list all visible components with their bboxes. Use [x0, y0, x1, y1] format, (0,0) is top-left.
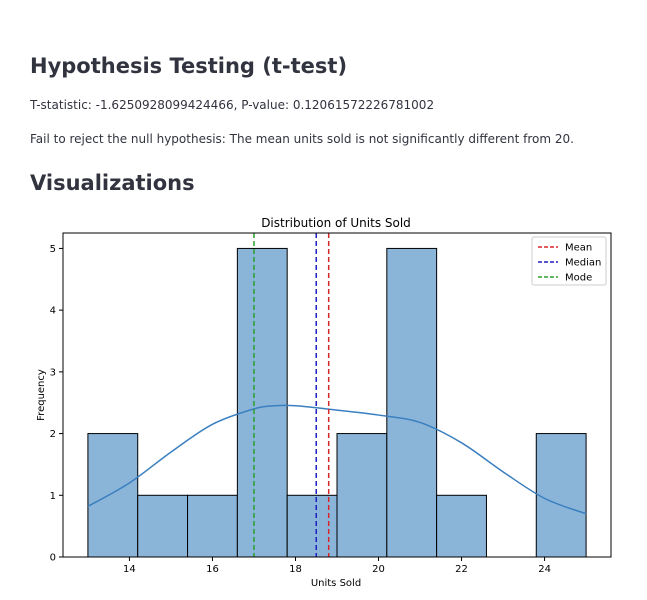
y-tick-label: 1 — [50, 491, 56, 502]
units-sold-histogram: Distribution of Units Sold 14 16 18 20 22 24 … — [36, 216, 612, 589]
histogram-bar — [187, 494, 238, 558]
histogram-bar — [436, 494, 487, 558]
y-tick-label: 3 — [50, 367, 56, 378]
legend-label-mode: Mode — [565, 273, 592, 284]
t-test-stats: T-statistic: -1.6250928099424466, P-valu… — [30, 98, 435, 112]
t-test-conclusion: Fail to reject the null hypothesis: The … — [30, 132, 574, 146]
x-tick-label: 16 — [206, 564, 219, 575]
histogram-bar — [236, 247, 288, 558]
y-tick-label: 5 — [50, 244, 56, 255]
x-axis-label: Units Sold — [311, 578, 361, 589]
visualizations-heading: Visualizations — [30, 171, 195, 195]
histogram-bar — [336, 433, 388, 558]
legend-label-median: Median — [565, 258, 601, 269]
chart-legend: Mean Median Mode — [531, 236, 607, 286]
y-tick-label: 4 — [50, 306, 56, 317]
histogram-bar — [137, 494, 189, 558]
legend-label-mean: Mean — [565, 243, 592, 254]
x-tick-label: 18 — [289, 564, 302, 575]
y-axis-label: Frequency — [36, 369, 47, 421]
x-tick-label: 20 — [372, 564, 385, 575]
x-tick-label: 14 — [123, 564, 136, 575]
y-tick-label: 0 — [50, 553, 56, 564]
chart-title: Distribution of Units Sold — [261, 216, 411, 230]
hypothesis-heading: Hypothesis Testing (t-test) — [30, 54, 348, 78]
histogram-bar — [386, 247, 438, 558]
x-tick-label: 22 — [455, 564, 468, 575]
x-tick-label: 24 — [538, 564, 551, 575]
legend-box — [531, 236, 607, 286]
plot-frame — [62, 232, 612, 558]
histogram-bar — [535, 433, 587, 558]
histogram-bar — [286, 494, 338, 558]
histogram-bar — [87, 433, 139, 558]
y-tick-label: 2 — [50, 429, 56, 440]
kde-curve — [87, 404, 587, 515]
